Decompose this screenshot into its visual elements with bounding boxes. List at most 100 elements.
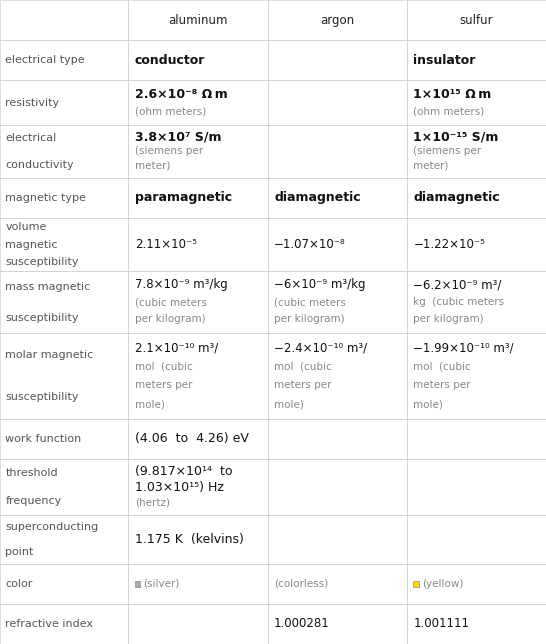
Text: −2.4×10⁻¹⁰ m³/: −2.4×10⁻¹⁰ m³/ <box>274 341 367 354</box>
Bar <box>128 419 268 459</box>
Bar <box>0 125 128 178</box>
Text: conductivity: conductivity <box>5 160 74 169</box>
Bar <box>407 178 546 218</box>
Bar <box>407 271 546 333</box>
Text: diamagnetic: diamagnetic <box>413 191 500 204</box>
Text: threshold: threshold <box>5 468 58 478</box>
Bar <box>268 515 407 564</box>
Text: meters per: meters per <box>274 381 331 390</box>
Text: work function: work function <box>5 434 82 444</box>
Text: susceptibility: susceptibility <box>5 392 79 402</box>
Text: susceptibility: susceptibility <box>5 313 79 323</box>
Text: molar magnetic: molar magnetic <box>5 350 94 359</box>
Bar <box>268 0 407 40</box>
Text: −1.07×10⁻⁸: −1.07×10⁻⁸ <box>274 238 346 251</box>
Text: conductor: conductor <box>135 53 205 67</box>
Text: mass magnetic: mass magnetic <box>5 281 91 292</box>
Text: paramagnetic: paramagnetic <box>135 191 232 204</box>
Text: −1.22×10⁻⁵: −1.22×10⁻⁵ <box>413 238 485 251</box>
Text: electrical: electrical <box>5 133 57 143</box>
Bar <box>128 80 268 125</box>
Bar <box>0 604 128 644</box>
Text: insulator: insulator <box>413 53 476 67</box>
Bar <box>0 333 128 419</box>
Bar <box>407 333 546 419</box>
Bar <box>407 564 546 604</box>
Bar <box>268 218 407 271</box>
Text: per kilogram): per kilogram) <box>274 314 345 325</box>
Text: meter): meter) <box>135 160 170 171</box>
Bar <box>0 271 128 333</box>
Text: meter): meter) <box>413 160 449 171</box>
Text: refractive index: refractive index <box>5 619 93 629</box>
Bar <box>0 564 128 604</box>
Text: aluminum: aluminum <box>168 14 228 26</box>
Bar <box>413 580 419 587</box>
Text: mole): mole) <box>413 399 443 410</box>
Text: magnetic type: magnetic type <box>5 193 86 203</box>
Bar <box>407 459 546 515</box>
Bar <box>128 125 268 178</box>
Text: −6×10⁻⁹ m³/kg: −6×10⁻⁹ m³/kg <box>274 278 366 292</box>
Bar <box>407 0 546 40</box>
Text: 1.175 K  (kelvins): 1.175 K (kelvins) <box>135 533 244 546</box>
Bar <box>268 40 407 80</box>
Text: (hertz): (hertz) <box>135 497 170 507</box>
Text: mole): mole) <box>274 399 304 410</box>
Bar <box>268 333 407 419</box>
Bar <box>128 459 268 515</box>
Text: point: point <box>5 547 34 556</box>
Text: (siemens per: (siemens per <box>413 146 482 156</box>
Bar <box>268 564 407 604</box>
Bar <box>268 178 407 218</box>
Text: (cubic meters: (cubic meters <box>135 298 207 307</box>
Text: 2.6×10⁻⁸ Ω m: 2.6×10⁻⁸ Ω m <box>135 88 228 100</box>
Bar <box>407 419 546 459</box>
Bar <box>407 218 546 271</box>
Bar <box>268 419 407 459</box>
Text: (4.06  to  4.26) eV: (4.06 to 4.26) eV <box>135 433 249 446</box>
Text: susceptibility: susceptibility <box>5 258 79 267</box>
Bar <box>0 218 128 271</box>
Bar <box>407 604 546 644</box>
Text: per kilogram): per kilogram) <box>135 314 205 325</box>
Text: per kilogram): per kilogram) <box>413 314 484 325</box>
Text: mol  (cubic: mol (cubic <box>135 362 193 372</box>
Text: (cubic meters: (cubic meters <box>274 298 346 307</box>
Text: (silver): (silver) <box>144 579 180 589</box>
Text: (siemens per: (siemens per <box>135 146 203 156</box>
Text: 2.1×10⁻¹⁰ m³/: 2.1×10⁻¹⁰ m³/ <box>135 341 218 354</box>
Bar <box>268 604 407 644</box>
Bar <box>128 0 268 40</box>
Text: diamagnetic: diamagnetic <box>274 191 361 204</box>
Bar <box>0 0 128 40</box>
Text: superconducting: superconducting <box>5 522 99 533</box>
Bar <box>128 564 268 604</box>
Text: 7.8×10⁻⁹ m³/kg: 7.8×10⁻⁹ m³/kg <box>135 278 228 292</box>
Bar <box>407 40 546 80</box>
Text: (ohm meters): (ohm meters) <box>135 106 206 116</box>
Bar <box>128 333 268 419</box>
Bar <box>128 40 268 80</box>
Text: resistivity: resistivity <box>5 97 60 108</box>
Bar <box>407 515 546 564</box>
Bar <box>128 178 268 218</box>
Text: sulfur: sulfur <box>460 14 493 26</box>
Text: 2.11×10⁻⁵: 2.11×10⁻⁵ <box>135 238 197 251</box>
Text: 1.000281: 1.000281 <box>274 618 330 630</box>
Bar <box>0 459 128 515</box>
Bar <box>0 178 128 218</box>
Bar <box>128 515 268 564</box>
Bar <box>268 459 407 515</box>
Bar <box>128 271 268 333</box>
Bar <box>0 419 128 459</box>
Bar <box>0 515 128 564</box>
Text: kg  (cubic meters: kg (cubic meters <box>413 298 505 307</box>
Text: magnetic: magnetic <box>5 240 58 250</box>
Text: frequency: frequency <box>5 496 62 506</box>
Text: 1×10¹⁵ Ω m: 1×10¹⁵ Ω m <box>413 88 491 100</box>
Text: (9.817×10¹⁴  to: (9.817×10¹⁴ to <box>135 466 233 478</box>
Text: (colorless): (colorless) <box>274 579 328 589</box>
Text: mole): mole) <box>135 399 165 410</box>
Text: meters per: meters per <box>413 381 471 390</box>
